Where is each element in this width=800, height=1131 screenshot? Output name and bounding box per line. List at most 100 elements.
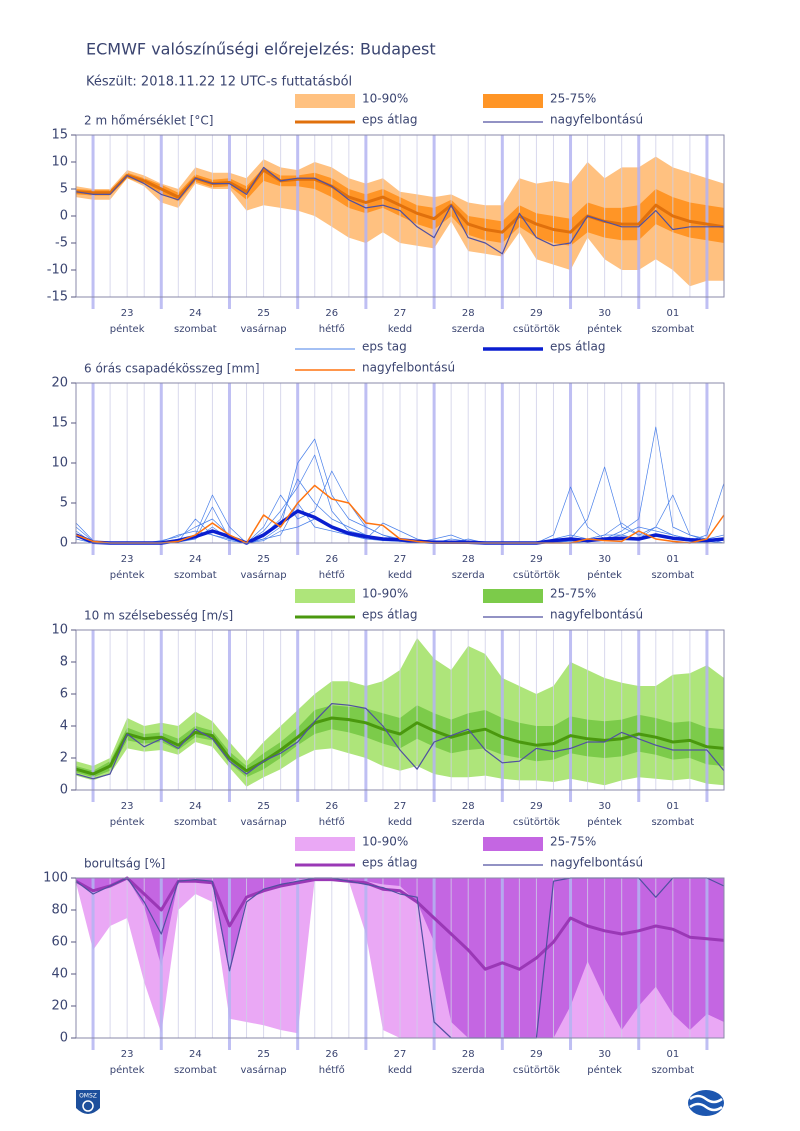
x-tick-label: 24 — [189, 801, 202, 812]
x-weekday-label: szombat — [651, 817, 694, 828]
x-tick-label: 27 — [394, 1049, 407, 1060]
x-weekday-label: vasárnap — [241, 816, 287, 828]
y-tick-label: -15 — [47, 290, 68, 305]
legend-swatch — [483, 837, 543, 851]
y-tick-label: 60 — [51, 935, 68, 950]
x-tick-label: 30 — [598, 554, 611, 565]
x-weekday-label: szombat — [651, 1065, 694, 1076]
y-tick-label: 0 — [60, 536, 68, 551]
y-tick-label: 10 — [51, 456, 68, 471]
legend-label: 10-90% — [362, 835, 408, 849]
x-weekday-label: kedd — [388, 817, 412, 828]
x-weekday-label: szombat — [174, 817, 217, 828]
x-weekday-label: péntek — [587, 569, 622, 581]
legend-label: nagyfelbontású — [550, 856, 643, 870]
logo-emblem — [82, 1100, 94, 1112]
legend-swatch — [483, 94, 543, 108]
x-tick-label: 24 — [189, 1049, 202, 1060]
x-tick-label: 25 — [257, 801, 270, 812]
x-weekday-label: péntek — [587, 816, 622, 828]
x-tick-label: 01 — [666, 801, 679, 812]
x-weekday-label: szombat — [174, 1065, 217, 1076]
y-tick-label: 40 — [51, 967, 68, 982]
x-tick-label: 28 — [462, 801, 475, 812]
x-tick-label: 23 — [121, 801, 134, 812]
page-title: ECMWF valószínűségi előrejelzés: Budapes… — [86, 40, 436, 59]
x-weekday-label: csütörtök — [513, 324, 560, 335]
member-line — [75, 426, 725, 544]
legend-label: nagyfelbontású — [362, 361, 455, 375]
x-tick-label: 30 — [598, 1049, 611, 1060]
legend-label: nagyfelbontású — [550, 113, 643, 127]
x-tick-label: 24 — [189, 554, 202, 565]
y-tick-label: 15 — [51, 416, 68, 431]
x-weekday-label: szerda — [452, 324, 485, 335]
logo-text: OMSZ — [79, 1093, 97, 1100]
x-weekday-label: szerda — [452, 817, 485, 828]
legend-label: eps átlag — [362, 608, 417, 622]
series-line — [75, 168, 725, 234]
legend-label: 25-75% — [550, 92, 596, 106]
x-weekday-label: szombat — [174, 570, 217, 581]
x-weekday-label: kedd — [388, 1065, 412, 1076]
x-weekday-label: hétfő — [319, 323, 345, 335]
x-tick-label: 01 — [666, 308, 679, 319]
y-tick-label: 15 — [51, 128, 68, 143]
series-line — [75, 703, 725, 780]
x-tick-label: 28 — [462, 308, 475, 319]
x-weekday-label: szerda — [452, 1065, 485, 1076]
x-weekday-label: hétfő — [319, 1064, 345, 1076]
axis-title: borultság [%] — [84, 857, 165, 871]
x-tick-label: 29 — [530, 801, 543, 812]
x-weekday-label: péntek — [110, 569, 145, 581]
y-tick-label: 0 — [60, 1031, 68, 1046]
x-weekday-label: kedd — [388, 324, 412, 335]
logo-disc — [688, 1090, 724, 1116]
ecmwf-logo — [688, 1090, 724, 1116]
x-weekday-label: hétfő — [319, 569, 345, 581]
x-tick-label: 29 — [530, 308, 543, 319]
x-weekday-label: vasárnap — [241, 1064, 287, 1076]
x-weekday-label: szombat — [651, 324, 694, 335]
x-weekday-label: szombat — [174, 324, 217, 335]
x-tick-label: 28 — [462, 1049, 475, 1060]
x-weekday-label: péntek — [587, 1064, 622, 1076]
panel: 2 m hőmérséklet [°C] 10-90% 25-75% eps átla… — [47, 92, 725, 335]
x-weekday-label: péntek — [587, 323, 622, 335]
legend-label: eps átlag — [362, 856, 417, 870]
x-tick-label: 26 — [325, 801, 338, 812]
x-tick-label: 25 — [257, 1049, 270, 1060]
x-weekday-label: szerda — [452, 570, 485, 581]
y-tick-label: -5 — [55, 236, 68, 251]
panel: 10 m szélsebesség [m/s] 10-90% 25-75% eps á… — [51, 587, 725, 828]
x-weekday-label: péntek — [110, 816, 145, 828]
omsz-logo: OMSZ — [76, 1090, 100, 1114]
legend-label: 25-75% — [550, 587, 596, 601]
y-tick-label: 5 — [60, 182, 68, 197]
x-weekday-label: szombat — [651, 570, 694, 581]
plot-frame — [75, 629, 725, 791]
x-tick-label: 29 — [530, 554, 543, 565]
legend-swatch — [295, 94, 355, 108]
legend-label: 10-90% — [362, 92, 408, 106]
legend-label: 25-75% — [550, 835, 596, 849]
x-tick-label: 30 — [598, 801, 611, 812]
x-tick-label: 24 — [189, 308, 202, 319]
series-line — [75, 166, 724, 255]
y-tick-label: 5 — [60, 496, 68, 511]
y-tick-label: 2 — [60, 751, 68, 766]
y-tick-label: 4 — [60, 719, 68, 734]
axis-title: 6 órás csapadékösszeg [mm] — [84, 362, 260, 376]
series-line — [75, 716, 725, 776]
y-tick-label: -10 — [47, 263, 68, 278]
legend-swatch — [295, 837, 355, 851]
page-subtitle: Készült: 2018.11.22 12 UTC-s futtatásból — [86, 75, 352, 90]
legend-label: 10-90% — [362, 587, 408, 601]
x-weekday-label: csütörtök — [513, 1065, 560, 1076]
legend-swatch — [483, 589, 543, 603]
y-tick-label: 20 — [51, 376, 68, 391]
x-weekday-label: péntek — [110, 323, 145, 335]
series-line — [75, 484, 725, 544]
legend-label: nagyfelbontású — [550, 608, 643, 622]
